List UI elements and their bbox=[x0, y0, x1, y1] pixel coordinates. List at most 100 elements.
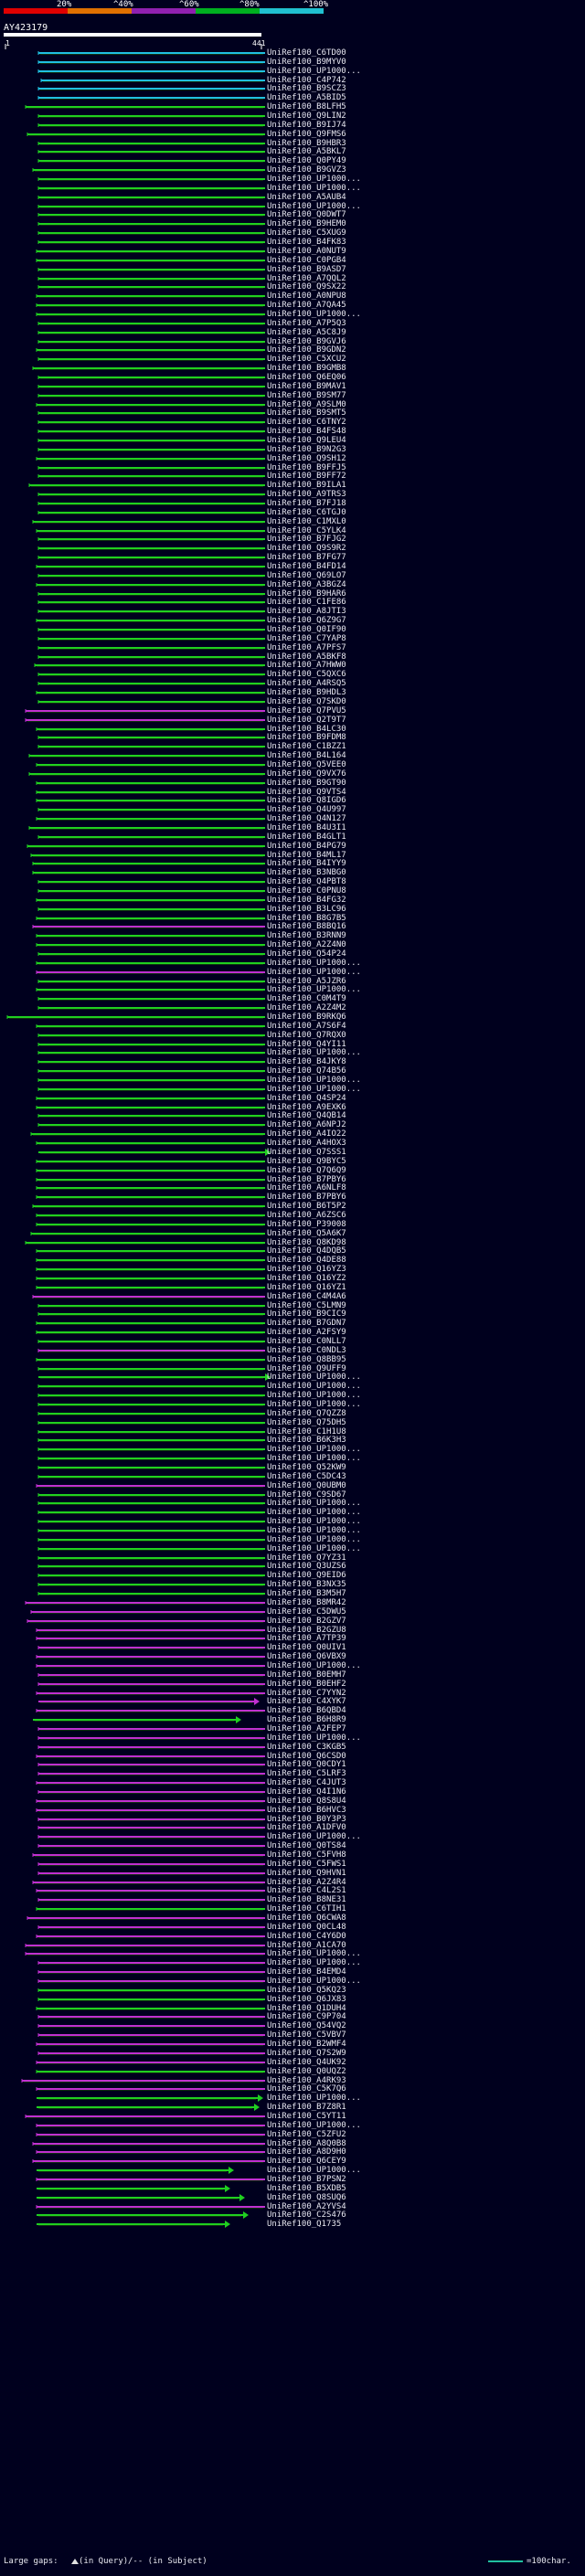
hit-link[interactable]: UniRef100_A5JZR6 bbox=[267, 977, 346, 986]
hit-link[interactable]: UniRef100_Q7RQX0 bbox=[267, 1031, 346, 1040]
hit-link[interactable]: UniRef100_B9GVJ6 bbox=[267, 337, 346, 346]
hit-link[interactable]: UniRef100_B8G7B5 bbox=[267, 914, 346, 923]
hit-link[interactable]: UniRef100_UP1000... bbox=[267, 2121, 361, 2130]
hit-link[interactable]: UniRef100_C5YLK4 bbox=[267, 526, 346, 535]
hit-link[interactable]: UniRef100_Q9UFF9 bbox=[267, 1364, 346, 1373]
hit-link[interactable]: UniRef100_B9GDN2 bbox=[267, 345, 346, 355]
hit-link[interactable]: UniRef100_C4JUT3 bbox=[267, 1778, 346, 1787]
hit-link[interactable]: UniRef100_Q0UQZ2 bbox=[267, 2067, 346, 2076]
hit-link[interactable]: UniRef100_Q8BB95 bbox=[267, 1355, 346, 1364]
hit-link[interactable]: UniRef100_B9GMB8 bbox=[267, 364, 346, 373]
hit-link[interactable]: UniRef100_Q7S2W9 bbox=[267, 2049, 346, 2058]
hit-link[interactable]: UniRef100_Q74B56 bbox=[267, 1066, 346, 1076]
hit-link[interactable]: UniRef100_C5FWS1 bbox=[267, 1860, 346, 1869]
hit-link[interactable]: UniRef100_UP1000... bbox=[267, 2094, 361, 2103]
hit-link[interactable]: UniRef100_B6HVC3 bbox=[267, 1806, 346, 1815]
hit-link[interactable]: UniRef100_Q6VBX9 bbox=[267, 1652, 346, 1661]
hit-link[interactable]: UniRef100_C5YT11 bbox=[267, 2112, 346, 2121]
hit-link[interactable]: UniRef100_C4M4A6 bbox=[267, 1292, 346, 1301]
hit-link[interactable]: UniRef100_B3RNN9 bbox=[267, 931, 346, 940]
hit-link[interactable]: UniRef100_UP1000... bbox=[267, 1076, 361, 1085]
hit-link[interactable]: UniRef100_UP1000... bbox=[267, 1958, 361, 1967]
hit-link[interactable]: UniRef100_B5XDB5 bbox=[267, 2184, 346, 2193]
hit-link[interactable]: UniRef100_C1H1U8 bbox=[267, 1427, 346, 1436]
hit-link[interactable]: UniRef100_Q8KD98 bbox=[267, 1238, 346, 1247]
hit-link[interactable]: UniRef100_B6K3H3 bbox=[267, 1436, 346, 1445]
hit-link[interactable]: UniRef100_Q7Q6Q9 bbox=[267, 1166, 346, 1175]
hit-link[interactable]: UniRef100_A2Z4N0 bbox=[267, 940, 346, 949]
hit-link[interactable]: UniRef100_B4FG32 bbox=[267, 896, 346, 905]
hit-link[interactable]: UniRef100_B4L164 bbox=[267, 751, 346, 760]
hit-link[interactable]: UniRef100_B4GLT1 bbox=[267, 832, 346, 842]
hit-link[interactable]: UniRef100_C0PGB4 bbox=[267, 256, 346, 265]
hit-link[interactable]: UniRef100_UP1000... bbox=[267, 1391, 361, 1400]
hit-link[interactable]: UniRef100_C5FVH8 bbox=[267, 1850, 346, 1860]
hit-link[interactable]: UniRef100_B9ASD7 bbox=[267, 265, 346, 274]
hit-link[interactable]: UniRef100_Q6JX83 bbox=[267, 1995, 346, 2004]
hit-link[interactable]: UniRef100_C5K7Q6 bbox=[267, 2084, 346, 2094]
hit-link[interactable]: UniRef100_Q54P24 bbox=[267, 949, 346, 959]
hit-link[interactable]: UniRef100_A5BID5 bbox=[267, 93, 346, 102]
hit-link[interactable]: UniRef100_Q7QZZ8 bbox=[267, 1409, 346, 1418]
hit-link[interactable]: UniRef100_A7P5Q3 bbox=[267, 319, 346, 328]
hit-link[interactable]: UniRef100_B9SCZ3 bbox=[267, 84, 346, 93]
hit-link[interactable]: UniRef100_UP1000... bbox=[267, 1382, 361, 1391]
hit-link[interactable]: UniRef100_Q16YZ1 bbox=[267, 1283, 346, 1292]
hit-link[interactable]: UniRef100_Q4DE88 bbox=[267, 1256, 346, 1265]
hit-link[interactable]: UniRef100_A9EXK6 bbox=[267, 1103, 346, 1112]
hit-link[interactable]: UniRef100_Q6EQ06 bbox=[267, 373, 346, 382]
hit-link[interactable]: UniRef100_C9P704 bbox=[267, 2012, 346, 2021]
hit-link[interactable]: UniRef100_UP1000... bbox=[267, 310, 361, 319]
hit-link[interactable]: UniRef100_Q2T9T7 bbox=[267, 716, 346, 725]
hit-link[interactable]: UniRef100_B6H8R9 bbox=[267, 1715, 346, 1724]
hit-link[interactable]: UniRef100_Q0CL48 bbox=[267, 1923, 346, 1932]
hit-link[interactable]: UniRef100_B9FFJ5 bbox=[267, 463, 346, 472]
hit-link[interactable]: UniRef100_A2YVS4 bbox=[267, 2202, 346, 2211]
hit-link[interactable]: UniRef100_A5BKL7 bbox=[267, 147, 346, 156]
hit-link[interactable]: UniRef100_C4P742 bbox=[267, 76, 346, 85]
hit-link[interactable]: UniRef100_B4LC30 bbox=[267, 725, 346, 734]
hit-link[interactable]: UniRef100_Q6Z9G7 bbox=[267, 616, 346, 625]
hit-link[interactable]: UniRef100_Q9VTS4 bbox=[267, 788, 346, 797]
hit-link[interactable]: UniRef100_C5ZFU2 bbox=[267, 2130, 346, 2139]
hit-link[interactable]: UniRef100_Q4U997 bbox=[267, 805, 346, 814]
hit-link[interactable]: UniRef100_C2S476 bbox=[267, 2210, 346, 2220]
hit-link[interactable]: UniRef100_B2GZU8 bbox=[267, 1626, 346, 1635]
hit-link[interactable]: UniRef100_Q9EID6 bbox=[267, 1571, 346, 1580]
hit-link[interactable]: UniRef100_B4FK83 bbox=[267, 238, 346, 247]
hit-link[interactable]: UniRef100_Q5KQ23 bbox=[267, 1986, 346, 1995]
hit-link[interactable]: UniRef100_B7GDN7 bbox=[267, 1319, 346, 1328]
hit-link[interactable]: UniRef100_Q7SSS1 bbox=[267, 1148, 346, 1157]
hit-link[interactable]: UniRef100_Q5A6K7 bbox=[267, 1229, 346, 1238]
hit-link[interactable]: UniRef100_C5LMN9 bbox=[267, 1301, 346, 1310]
hit-link[interactable]: UniRef100_Q7SKD0 bbox=[267, 697, 346, 706]
hit-link[interactable]: UniRef100_UP1000... bbox=[267, 1499, 361, 1508]
hit-link[interactable]: UniRef100_A2FSY9 bbox=[267, 1328, 346, 1337]
hit-link[interactable]: UniRef100_Q9S9R2 bbox=[267, 544, 346, 553]
hit-link[interactable]: UniRef100_Q0PY49 bbox=[267, 156, 346, 165]
hit-link[interactable]: UniRef100_A8JTI3 bbox=[267, 607, 346, 616]
hit-link[interactable]: UniRef100_UP1000... bbox=[267, 1526, 361, 1535]
hit-link[interactable]: UniRef100_B7FJG2 bbox=[267, 535, 346, 544]
hit-link[interactable]: UniRef100_B4FD14 bbox=[267, 562, 346, 571]
hit-link[interactable]: UniRef100_B7Z8R1 bbox=[267, 2103, 346, 2112]
hit-link[interactable]: UniRef100_C1MXL0 bbox=[267, 517, 346, 526]
hit-link[interactable]: UniRef100_B8NE31 bbox=[267, 1895, 346, 1904]
hit-link[interactable]: UniRef100_B7PSN2 bbox=[267, 2175, 346, 2184]
hit-link[interactable]: UniRef100_Q0DWT7 bbox=[267, 210, 346, 219]
hit-link[interactable]: UniRef100_B2GZV7 bbox=[267, 1617, 346, 1626]
hit-link[interactable]: UniRef100_C1FE86 bbox=[267, 598, 346, 607]
hit-link[interactable]: UniRef100_UP1000... bbox=[267, 1400, 361, 1409]
hit-link[interactable]: UniRef100_C4XYK7 bbox=[267, 1697, 346, 1706]
hit-link[interactable]: UniRef100_C5DWU5 bbox=[267, 1607, 346, 1617]
hit-link[interactable]: UniRef100_B3NX35 bbox=[267, 1580, 346, 1589]
hit-link[interactable]: UniRef100_C6TNY2 bbox=[267, 418, 346, 427]
hit-link[interactable]: UniRef100_B9SM77 bbox=[267, 391, 346, 400]
hit-link[interactable]: UniRef100_UP1000... bbox=[267, 1445, 361, 1454]
hit-link[interactable]: UniRef100_A0NPU8 bbox=[267, 292, 346, 301]
hit-link[interactable]: UniRef100_UP1000... bbox=[267, 1733, 361, 1743]
hit-link[interactable]: UniRef100_Q4I1N6 bbox=[267, 1787, 346, 1797]
hit-link[interactable]: UniRef100_B9GVZ3 bbox=[267, 165, 346, 175]
hit-link[interactable]: UniRef100_A2FEP7 bbox=[267, 1724, 346, 1733]
hit-link[interactable]: UniRef100_B9MYV0 bbox=[267, 58, 346, 67]
